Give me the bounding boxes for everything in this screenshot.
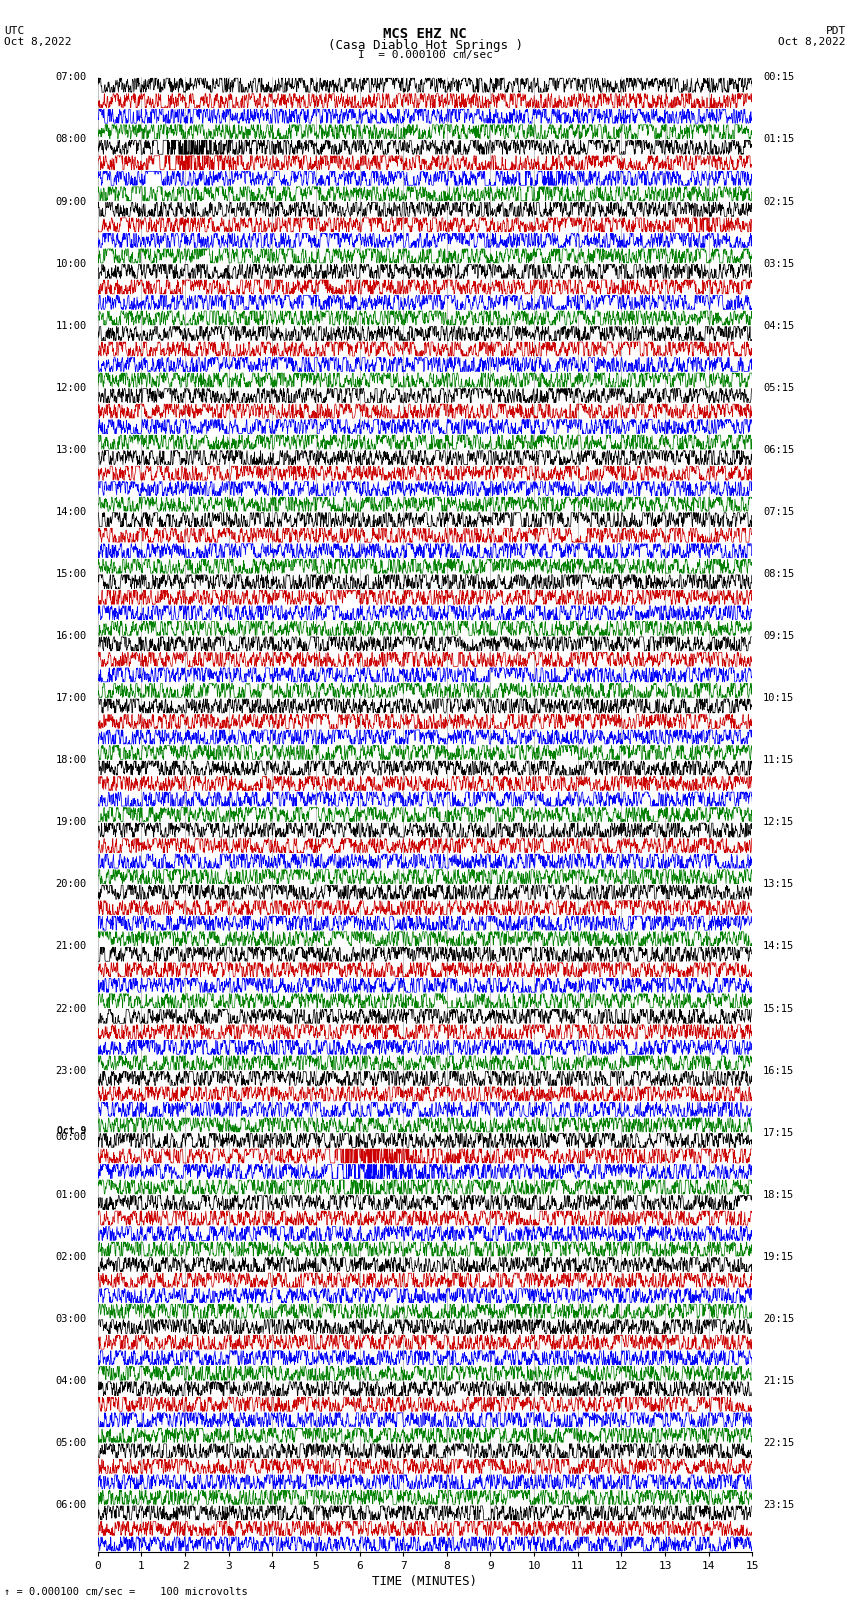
Text: 08:15: 08:15 [763,569,795,579]
Text: I  = 0.000100 cm/sec: I = 0.000100 cm/sec [358,50,492,60]
Text: 13:00: 13:00 [55,445,87,455]
Text: 06:00: 06:00 [55,1500,87,1510]
Text: 19:00: 19:00 [55,818,87,827]
Text: UTC: UTC [4,26,25,35]
Text: PDT: PDT [825,26,846,35]
Text: 17:15: 17:15 [763,1127,795,1137]
Text: 18:15: 18:15 [763,1190,795,1200]
Text: 00:15: 00:15 [763,73,795,82]
Text: 04:00: 04:00 [55,1376,87,1386]
Text: 23:00: 23:00 [55,1066,87,1076]
Text: 07:15: 07:15 [763,506,795,516]
Text: MCS EHZ NC: MCS EHZ NC [383,26,467,40]
Text: ↑ = 0.000100 cm/sec =    100 microvolts: ↑ = 0.000100 cm/sec = 100 microvolts [4,1587,248,1597]
Text: 10:15: 10:15 [763,694,795,703]
Text: 02:00: 02:00 [55,1252,87,1261]
Text: 14:00: 14:00 [55,506,87,516]
Text: 01:15: 01:15 [763,134,795,145]
Text: 09:15: 09:15 [763,631,795,640]
Text: 05:15: 05:15 [763,382,795,394]
Text: 10:00: 10:00 [55,258,87,269]
Text: 15:00: 15:00 [55,569,87,579]
Text: 04:15: 04:15 [763,321,795,331]
Text: 17:00: 17:00 [55,694,87,703]
Text: 06:15: 06:15 [763,445,795,455]
Text: 12:15: 12:15 [763,818,795,827]
Text: 16:15: 16:15 [763,1066,795,1076]
Text: 00:00: 00:00 [55,1132,87,1142]
Text: (Casa Diablo Hot Springs ): (Casa Diablo Hot Springs ) [327,39,523,52]
Text: 03:00: 03:00 [55,1315,87,1324]
Text: 07:00: 07:00 [55,73,87,82]
Text: 09:00: 09:00 [55,197,87,206]
Text: 21:15: 21:15 [763,1376,795,1386]
Text: 22:15: 22:15 [763,1439,795,1448]
Text: 11:00: 11:00 [55,321,87,331]
Text: 15:15: 15:15 [763,1003,795,1013]
X-axis label: TIME (MINUTES): TIME (MINUTES) [372,1574,478,1587]
Text: 12:00: 12:00 [55,382,87,394]
Text: 01:00: 01:00 [55,1190,87,1200]
Text: 19:15: 19:15 [763,1252,795,1261]
Text: 05:00: 05:00 [55,1439,87,1448]
Text: 23:15: 23:15 [763,1500,795,1510]
Text: Oct 8,2022: Oct 8,2022 [779,37,846,47]
Text: 08:00: 08:00 [55,134,87,145]
Text: 03:15: 03:15 [763,258,795,269]
Text: 20:15: 20:15 [763,1315,795,1324]
Text: 20:00: 20:00 [55,879,87,889]
Text: 11:15: 11:15 [763,755,795,765]
Text: 21:00: 21:00 [55,942,87,952]
Text: 02:15: 02:15 [763,197,795,206]
Text: Oct 9: Oct 9 [58,1126,87,1136]
Text: 22:00: 22:00 [55,1003,87,1013]
Text: 14:15: 14:15 [763,942,795,952]
Text: 16:00: 16:00 [55,631,87,640]
Text: 18:00: 18:00 [55,755,87,765]
Text: Oct 8,2022: Oct 8,2022 [4,37,71,47]
Text: 13:15: 13:15 [763,879,795,889]
